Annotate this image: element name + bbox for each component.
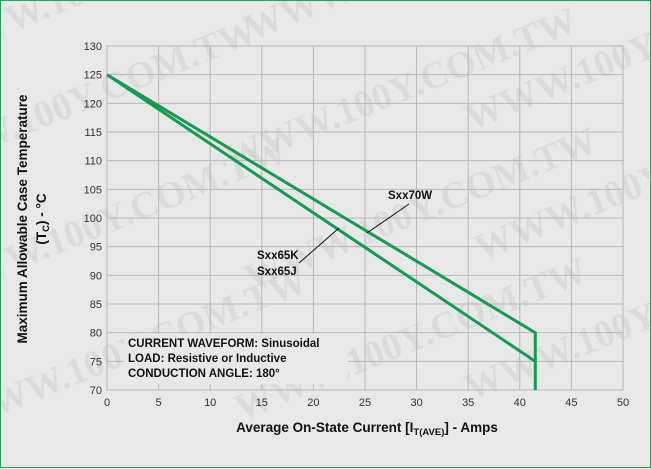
waveform-line-1: CURRENT WAVEFORM: Sinusoidal <box>128 338 319 350</box>
series-label-sxx70w-text: Sxx70W <box>388 190 432 202</box>
y-tick-label: 130 <box>84 41 102 53</box>
series-line-sxx70w <box>106 73 537 390</box>
x-tick-label: 0 <box>104 397 110 409</box>
waveform-info-box-bg <box>124 334 348 384</box>
waveform-info-box: CURRENT WAVEFORM: Sinusoidal LOAD: Resis… <box>124 334 348 384</box>
x-tick-labels: 0 5 10 15 20 25 30 35 40 45 50 <box>104 397 629 409</box>
waveform-line-2: LOAD: Resistive or Inductive <box>128 353 286 365</box>
y-tick-label: 105 <box>84 184 102 196</box>
y-tick-label: 85 <box>90 299 102 311</box>
series-label-sxx65k-text: Sxx65K <box>257 250 299 262</box>
x-tick-label: 10 <box>204 397 216 409</box>
y-axis-title: Maximum Allowable Case Temperature (TC) … <box>15 94 52 344</box>
series-label-sxx70w: Sxx70W <box>366 190 432 234</box>
x-axis-title: Average On-State Current [IT(AVE)] - Amp… <box>236 420 498 438</box>
y-tick-label: 125 <box>84 70 102 82</box>
grid <box>106 45 624 391</box>
y-tick-label: 95 <box>90 242 102 254</box>
y-tick-label: 70 <box>90 385 102 397</box>
x-tick-label: 15 <box>256 397 268 409</box>
x-tick-label: 35 <box>462 397 474 409</box>
series-label-sxx65: Sxx65K Sxx65J <box>257 227 340 278</box>
y-tick-label: 80 <box>90 328 102 340</box>
y-axis-title-line2: (TC) - °C <box>34 193 52 245</box>
x-tick-label: 45 <box>565 397 577 409</box>
x-tick-label: 30 <box>410 397 422 409</box>
x-tick-label: 5 <box>156 397 162 409</box>
y-tick-labels: 70 75 80 85 90 95 100 105 110 115 120 125 130 <box>84 41 102 397</box>
waveform-line-3: CONDUCTION ANGLE: 180° <box>128 368 280 380</box>
label-leader-sxx65 <box>298 227 340 264</box>
label-leader-sxx70w <box>366 203 410 234</box>
y-tick-label: 75 <box>90 356 102 368</box>
y-tick-label: 90 <box>90 270 102 282</box>
x-tick-label: 40 <box>514 397 526 409</box>
x-tick-label: 25 <box>359 397 371 409</box>
y-axis-title-line1: Maximum Allowable Case Temperature <box>15 94 30 344</box>
x-tick-label: 20 <box>307 397 319 409</box>
x-tick-label: 50 <box>617 397 629 409</box>
series-line-sxx65 <box>106 73 537 363</box>
series-label-sxx65j-text: Sxx65J <box>257 266 297 278</box>
series-lines <box>106 73 537 390</box>
y-tick-label: 115 <box>84 127 102 139</box>
y-tick-label: 120 <box>84 98 102 110</box>
y-tick-label: 100 <box>84 213 102 225</box>
y-tick-label: 110 <box>84 156 102 168</box>
